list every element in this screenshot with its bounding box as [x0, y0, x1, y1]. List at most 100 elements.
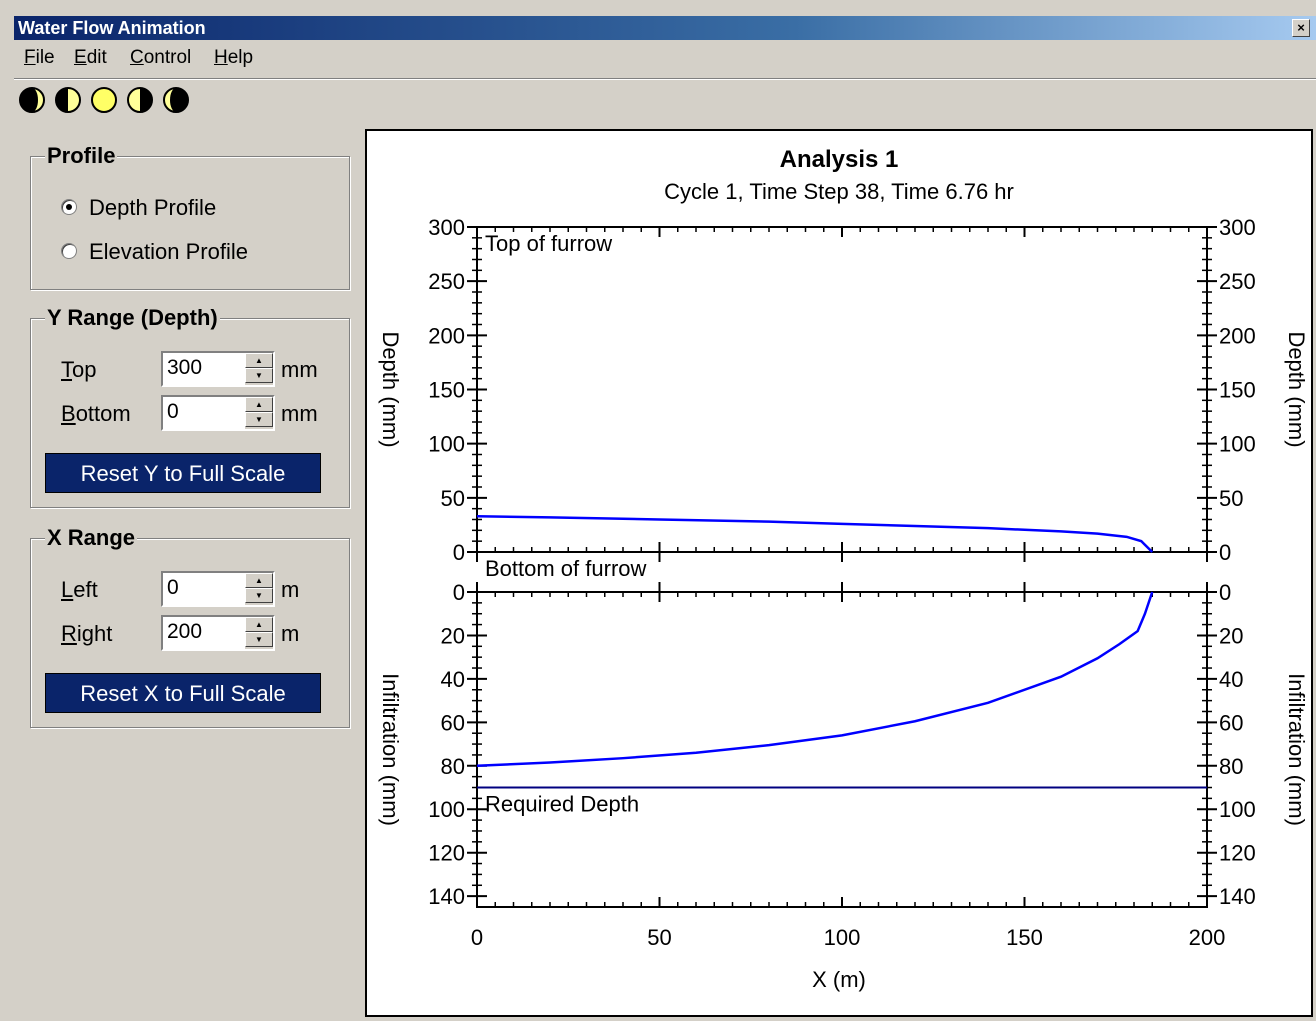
right-unit: m — [281, 621, 300, 646]
required-depth-label: Required Depth — [485, 792, 639, 817]
reset-y-button[interactable]: Reset Y to Full Scale — [45, 453, 321, 493]
infiltration-tick-label: 140 — [428, 884, 465, 909]
bottom-label: Bottom — [61, 401, 131, 426]
x-tick-label: 150 — [1006, 925, 1043, 950]
depth-tick-label: 300 — [428, 215, 465, 240]
spin-up-icon[interactable]: ▲ — [245, 573, 273, 588]
depth-tick-label-right: 0 — [1219, 540, 1231, 565]
infiltration-tick-label-right: 20 — [1219, 623, 1243, 648]
window-title-bar: Water Flow Animation × — [14, 16, 1316, 40]
y-range-group: Y Range (Depth) Top 300 ▲ ▼ mm Bottom 0 ▲… — [30, 305, 350, 508]
left-unit: m — [281, 577, 300, 602]
depth-tick-label-right: 50 — [1219, 486, 1243, 511]
bottom-spinner[interactable]: 0 ▲ ▼ — [161, 395, 275, 431]
moon-full-icon[interactable] — [90, 86, 118, 114]
depth-tick-label-right: 150 — [1219, 378, 1256, 403]
spin-up-icon[interactable]: ▲ — [245, 397, 273, 412]
menu-control[interactable]: Control — [130, 47, 192, 68]
right-label: Right — [61, 621, 113, 646]
spin-down-icon[interactable]: ▼ — [245, 368, 273, 383]
menu-help[interactable]: Help — [214, 47, 254, 68]
x-tick-label: 0 — [471, 925, 483, 950]
lower-plot-frame — [476, 591, 1208, 908]
infiltration-tick-label-right: 60 — [1219, 710, 1243, 735]
top-unit: mm — [281, 357, 318, 382]
window-title: Water Flow Animation — [18, 18, 206, 38]
depth-tick-label: 250 — [428, 269, 465, 294]
infiltration-tick-label-right: 120 — [1219, 841, 1256, 866]
spin-down-icon[interactable]: ▼ — [245, 412, 273, 427]
x-range-legend: X Range — [45, 525, 138, 551]
moon-waning-icon[interactable] — [162, 86, 190, 114]
top-of-furrow-label: Top of furrow — [485, 231, 612, 256]
left-label: Left — [61, 577, 98, 602]
elevation-profile-label: Elevation Profile — [89, 239, 248, 264]
moon-last-quarter-icon[interactable] — [126, 86, 154, 114]
depth-tick-label-right: 200 — [1219, 323, 1256, 348]
infiltration-tick-label: 100 — [428, 797, 465, 822]
bottom-unit: mm — [281, 401, 318, 426]
top-value: 300 — [167, 356, 203, 379]
chart-svg: Analysis 1 Cycle 1, Time Step 38, Time 6.… — [378, 146, 1309, 992]
infiltration-axis-label: Infiltration (mm) — [378, 673, 403, 826]
water-depth-line — [476, 515, 1154, 553]
right-value: 200 — [167, 620, 203, 643]
infiltration-tick-label-right: 40 — [1219, 667, 1243, 692]
upper-plot-frame — [476, 226, 1208, 553]
moon-first-quarter-icon[interactable] — [54, 86, 82, 114]
spin-down-icon[interactable]: ▼ — [245, 632, 273, 647]
elevation-profile-radio[interactable]: Elevation Profile — [61, 239, 248, 265]
profile-legend: Profile — [45, 143, 118, 169]
left-spinner[interactable]: 0 ▲ ▼ — [161, 571, 275, 607]
reset-x-button[interactable]: Reset X to Full Scale — [45, 673, 321, 713]
depth-tick-label-right: 300 — [1219, 215, 1256, 240]
depth-axis-label-right: Depth (mm) — [1284, 331, 1309, 447]
x-tick-label: 50 — [647, 925, 671, 950]
depth-tick-label: 0 — [453, 540, 465, 565]
bottom-value: 0 — [167, 400, 179, 423]
infiltration-tick-label: 80 — [441, 754, 465, 779]
depth-tick-label-right: 100 — [1219, 432, 1256, 457]
chart-subtitle: Cycle 1, Time Step 38, Time 6.76 hr — [664, 179, 1014, 204]
depth-profile-label: Depth Profile — [89, 195, 217, 220]
infiltration-tick-label: 120 — [428, 841, 465, 866]
infiltration-tick-label-right: 140 — [1219, 884, 1256, 909]
depth-tick-label: 200 — [428, 323, 465, 348]
close-icon[interactable]: × — [1292, 19, 1310, 37]
top-spinner[interactable]: 300 ▲ ▼ — [161, 351, 275, 387]
depth-profile-radio[interactable]: Depth Profile — [61, 195, 216, 221]
infiltration-tick-label: 20 — [441, 623, 465, 648]
y-range-legend: Y Range (Depth) — [45, 305, 220, 331]
menu-separator — [14, 78, 1316, 80]
infiltration-tick-label: 40 — [441, 667, 465, 692]
depth-axis-label: Depth (mm) — [378, 331, 403, 447]
spin-up-icon[interactable]: ▲ — [245, 353, 273, 368]
depth-tick-label-right: 250 — [1219, 269, 1256, 294]
left-value: 0 — [167, 576, 179, 599]
spin-down-icon[interactable]: ▼ — [245, 588, 273, 603]
x-range-group: X Range Left 0 ▲ ▼ m Right 200 ▲ ▼ m Reset… — [30, 525, 350, 728]
infiltration-tick-label-right: 100 — [1219, 797, 1256, 822]
chart-title: Analysis 1 — [780, 146, 899, 173]
infiltration-tick-label: 60 — [441, 710, 465, 735]
x-tick-label: 100 — [824, 925, 861, 950]
moon-new-icon[interactable] — [18, 86, 46, 114]
top-label: Top — [61, 357, 97, 382]
depth-tick-label: 100 — [428, 432, 465, 457]
depth-tick-label: 150 — [428, 378, 465, 403]
menu-edit[interactable]: Edit — [74, 47, 107, 68]
infiltration-line — [476, 591, 1154, 768]
infiltration-tick-label-right: 80 — [1219, 754, 1243, 779]
spin-up-icon[interactable]: ▲ — [245, 617, 273, 632]
bottom-of-furrow-label: Bottom of furrow — [485, 556, 647, 581]
right-spinner[interactable]: 200 ▲ ▼ — [161, 615, 275, 651]
infiltration-axis-label-right: Infiltration (mm) — [1284, 673, 1309, 826]
infiltration-tick-label-right: 0 — [1219, 580, 1231, 605]
radio-unchecked-icon — [61, 243, 77, 260]
chart-panel: Analysis 1 Cycle 1, Time Step 38, Time 6.… — [365, 129, 1313, 1017]
infiltration-tick-label: 0 — [453, 580, 465, 605]
menu-file[interactable]: File — [24, 47, 55, 68]
profile-group: Profile Depth Profile Elevation Profile — [30, 143, 350, 290]
x-axis-label: X (m) — [812, 967, 866, 992]
depth-tick-label: 50 — [441, 486, 465, 511]
